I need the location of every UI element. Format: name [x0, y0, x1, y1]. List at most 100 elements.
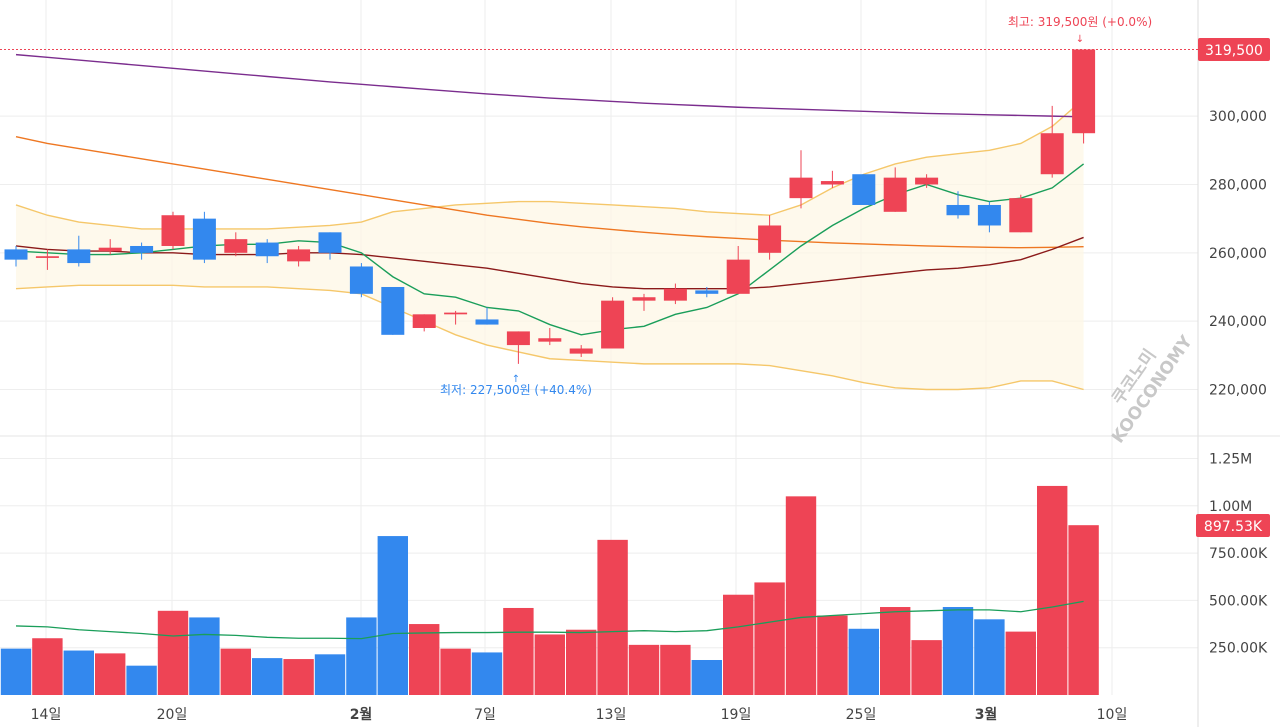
candle-body[interactable]	[1072, 49, 1096, 134]
candle[interactable]	[349, 263, 373, 298]
candle-body[interactable]	[506, 331, 530, 346]
volume-bar[interactable]	[660, 644, 691, 695]
candle[interactable]	[192, 211, 216, 264]
candle[interactable]	[915, 174, 939, 188]
candle-body[interactable]	[444, 312, 468, 315]
volume-bar[interactable]	[409, 624, 440, 695]
candle[interactable]	[161, 211, 185, 250]
volume-bar[interactable]	[440, 648, 471, 695]
volume-bar[interactable]	[754, 582, 785, 695]
volume-bar[interactable]	[0, 648, 32, 695]
candle-body[interactable]	[569, 348, 593, 354]
volume-bar[interactable]	[942, 607, 974, 695]
volume-bar[interactable]	[785, 496, 817, 695]
candle-body[interactable]	[946, 204, 970, 216]
candle[interactable]	[789, 150, 813, 209]
volume-bar[interactable]	[189, 617, 220, 695]
candle[interactable]	[663, 283, 687, 305]
candle[interactable]	[852, 174, 876, 205]
volume-bar[interactable]	[597, 539, 628, 695]
candle[interactable]	[601, 297, 625, 349]
candle[interactable]	[506, 331, 530, 364]
candle[interactable]	[412, 314, 436, 332]
volume-bar[interactable]	[220, 648, 251, 695]
candle-body[interactable]	[224, 239, 248, 253]
candle-body[interactable]	[758, 225, 782, 253]
volume-bar[interactable]	[1005, 631, 1036, 695]
volume-bar[interactable]	[848, 628, 879, 695]
candle-body[interactable]	[632, 297, 656, 301]
candle-body[interactable]	[601, 300, 625, 349]
candle[interactable]	[318, 232, 342, 260]
candle-body[interactable]	[883, 177, 907, 212]
candle-body[interactable]	[349, 266, 373, 294]
volume-bar[interactable]	[503, 607, 534, 695]
candle-body[interactable]	[381, 286, 405, 335]
candle[interactable]	[475, 307, 499, 325]
candlesticks[interactable]	[4, 49, 1096, 364]
volume-bar[interactable]	[880, 607, 911, 695]
candle[interactable]	[1009, 194, 1033, 233]
candle-body[interactable]	[789, 177, 813, 199]
candle[interactable]	[224, 232, 248, 257]
candle[interactable]	[569, 345, 593, 358]
volume-bar[interactable]	[157, 610, 189, 695]
candle-body[interactable]	[98, 247, 122, 252]
volume-bar[interactable]	[691, 659, 722, 695]
candle[interactable]	[444, 310, 468, 325]
volume-bar[interactable]	[252, 658, 283, 695]
candle[interactable]	[695, 286, 719, 298]
volume-bar[interactable]	[471, 652, 503, 695]
candle[interactable]	[977, 201, 1001, 233]
candle[interactable]	[1072, 49, 1096, 144]
candle[interactable]	[1040, 105, 1064, 178]
volume-bar[interactable]	[628, 644, 660, 695]
candle[interactable]	[287, 245, 311, 267]
candle-body[interactable]	[255, 242, 279, 257]
candle-body[interactable]	[412, 314, 436, 328]
candle-body[interactable]	[4, 249, 28, 260]
candle[interactable]	[381, 286, 405, 335]
volume-bar[interactable]	[817, 615, 848, 695]
volume-bar[interactable]	[63, 650, 94, 695]
volume-bar[interactable]	[1037, 485, 1068, 695]
candle-body[interactable]	[1040, 133, 1064, 175]
volume-bars[interactable]	[0, 485, 1099, 695]
candle[interactable]	[67, 235, 91, 267]
candle-body[interactable]	[287, 249, 311, 262]
candle-body[interactable]	[726, 259, 750, 294]
candle-body[interactable]	[915, 177, 939, 185]
volume-bar[interactable]	[974, 619, 1005, 695]
candle-body[interactable]	[820, 181, 844, 185]
candle[interactable]	[632, 293, 656, 311]
volume-bar[interactable]	[566, 629, 597, 695]
volume-bar[interactable]	[723, 594, 754, 695]
candle-body[interactable]	[1009, 198, 1033, 233]
candle[interactable]	[820, 170, 844, 188]
volume-bar[interactable]	[283, 659, 314, 695]
candle-body[interactable]	[663, 288, 687, 301]
candle[interactable]	[758, 215, 782, 260]
candle-body[interactable]	[852, 174, 876, 205]
candle-body[interactable]	[161, 215, 185, 246]
candle-body[interactable]	[130, 245, 154, 253]
candle-body[interactable]	[318, 232, 342, 253]
candle-body[interactable]	[67, 249, 91, 264]
candle-body[interactable]	[475, 319, 499, 325]
candle-body[interactable]	[977, 204, 1001, 226]
candle-body[interactable]	[192, 218, 216, 260]
candle[interactable]	[883, 167, 907, 212]
volume-bar[interactable]	[911, 640, 942, 695]
volume-bar[interactable]	[534, 634, 565, 695]
volume-bar[interactable]	[126, 665, 157, 695]
volume-bar[interactable]	[32, 638, 63, 695]
candle-body[interactable]	[695, 290, 719, 294]
candle-body[interactable]	[538, 338, 562, 342]
candle[interactable]	[255, 239, 279, 264]
candle[interactable]	[130, 242, 154, 260]
candle[interactable]	[4, 245, 28, 267]
volume-bar[interactable]	[377, 536, 408, 695]
candle[interactable]	[538, 327, 562, 346]
volume-bar[interactable]	[1068, 525, 1099, 695]
